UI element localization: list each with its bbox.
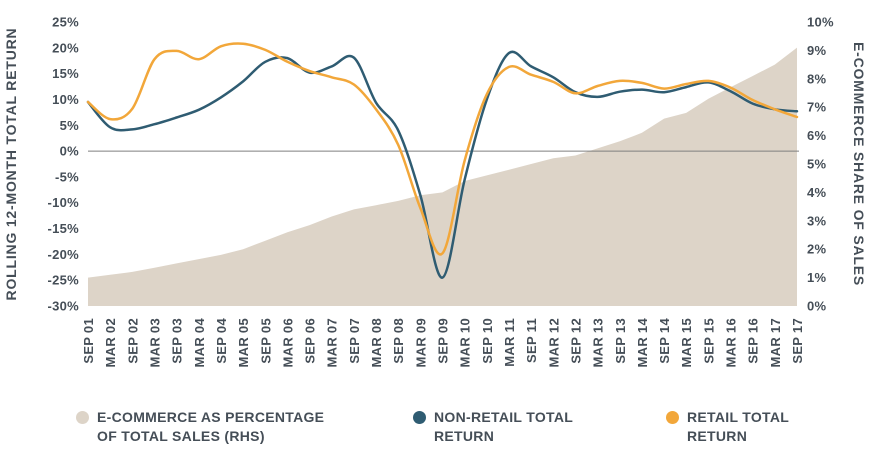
x-axis-tick-label: SEP 02: [125, 318, 140, 364]
legend-label-line: RETAIL TOTAL: [687, 409, 790, 425]
right-axis-tick-label: 9%: [807, 43, 827, 58]
x-axis-tick-label: SEP 14: [657, 318, 672, 364]
left-axis-tick-label: -15%: [47, 221, 79, 236]
x-axis-tick-labels: SEP 01 MAR 02 SEP 02 MAR 03 SEP 03 MAR 04 SEP …: [81, 318, 805, 368]
x-axis-tick-label: MAR 11: [502, 318, 517, 367]
left-axis-tick-label: 5%: [60, 118, 80, 133]
right-axis-tick-label: 5%: [807, 157, 827, 172]
x-axis-tick-label: MAR 04: [192, 318, 207, 368]
right-axis-tick-label: 3%: [807, 213, 827, 228]
area-series-group: [88, 47, 797, 306]
legend-item-non-retail: NON-RETAIL TOTAL RETURN: [413, 408, 573, 446]
left-axis-tick-label: 10%: [52, 92, 79, 107]
right-axis-tick-label: 4%: [807, 185, 827, 200]
x-axis-tick-label: SEP 01: [81, 318, 96, 364]
x-axis-tick-label: MAR 07: [325, 318, 340, 367]
x-axis-tick-label: MAR 12: [546, 318, 561, 367]
right-axis-tick-label: 8%: [807, 71, 827, 86]
ecommerce-share-area: [88, 47, 797, 306]
x-axis-tick-label: MAR 17: [768, 318, 783, 367]
legend-label-line: RETURN: [687, 428, 748, 444]
x-axis-tick-label: MAR 02: [103, 318, 118, 367]
left-axis-tick-label: 0%: [60, 144, 80, 159]
right-axis-tick-label: 2%: [807, 242, 827, 257]
right-axis-tick-label: 0%: [807, 299, 827, 314]
x-axis-tick-label: SEP 17: [790, 318, 805, 364]
retail-line: [86, 42, 799, 256]
left-axis-tick-labels: 25% 20% 15% 10% 5% 0% -5% -10% -15% -20% -25% -30%: [47, 15, 80, 314]
left-axis-tick-label: -30%: [47, 299, 79, 314]
right-axis-tick-label: 10%: [807, 15, 834, 30]
right-axis-tick-label: 7%: [807, 100, 827, 115]
legend-swatch-ecommerce-share-icon: [76, 411, 89, 424]
left-axis-title: ROLLING 12-MONTH TOTAL RETURN: [3, 28, 19, 301]
x-axis-tick-label: MAR 15: [679, 318, 694, 367]
left-axis-tick-label: -25%: [47, 273, 79, 288]
left-axis-tick-label: -5%: [55, 169, 79, 184]
left-axis-tick-label: 20%: [52, 40, 79, 55]
legend-item-retail: RETAIL TOTAL RETURN: [666, 408, 789, 446]
x-axis-tick-label: MAR 13: [591, 318, 606, 367]
x-axis-tick-label: SEP 11: [524, 318, 539, 363]
legend-label-line: OF TOTAL SALES (RHS): [97, 428, 265, 444]
left-axis-tick-label: -20%: [47, 247, 79, 262]
legend-label-line: NON-RETAIL TOTAL: [434, 409, 574, 425]
x-axis-tick-label: SEP 05: [258, 318, 273, 364]
left-axis-tick-label: 25%: [52, 15, 79, 30]
x-axis-tick-label: SEP 09: [436, 318, 451, 364]
x-axis-tick-label: MAR 06: [280, 318, 295, 367]
x-axis-tick-label: MAR 10: [458, 318, 473, 367]
x-axis-tick-label: MAR 14: [635, 318, 650, 368]
x-axis-tick-label: SEP 08: [391, 318, 406, 364]
legend-label-line: RETURN: [434, 428, 495, 444]
legend-label-line: E-COMMERCE AS PERCENTAGE: [97, 409, 325, 425]
chart-canvas: ROLLING 12-MONTH TOTAL RETURN E-COMMERCE…: [3, 15, 867, 368]
chart-legend: E-COMMERCE AS PERCENTAGE OF TOTAL SALES (…: [0, 408, 870, 460]
left-axis-tick-label: 15%: [52, 66, 79, 81]
right-axis-title: E-COMMERCE SHARE OF SALES: [851, 42, 867, 286]
legend-swatch-retail-icon: [666, 411, 679, 424]
x-axis-tick-label: SEP 04: [214, 318, 229, 364]
line-series-group: [86, 42, 799, 279]
legend-swatch-non-retail-icon: [413, 411, 426, 424]
x-axis-tick-label: MAR 16: [724, 318, 739, 367]
non-retail-line: [86, 50, 799, 279]
right-axis-tick-label: 6%: [807, 128, 827, 143]
x-axis-tick-label: SEP 15: [701, 318, 716, 364]
legend-label-retail: RETAIL TOTAL RETURN: [687, 408, 789, 446]
x-axis-tick-label: SEP 16: [746, 318, 761, 364]
x-axis-tick-label: SEP 13: [613, 318, 628, 364]
legend-label-non-retail: NON-RETAIL TOTAL RETURN: [434, 408, 573, 446]
x-axis-tick-label: MAR 05: [236, 318, 251, 367]
right-axis-tick-label: 1%: [807, 270, 827, 285]
x-axis-tick-label: SEP 06: [303, 318, 318, 364]
x-axis-tick-label: MAR 03: [148, 318, 163, 367]
x-axis-tick-label: SEP 10: [480, 318, 495, 364]
legend-item-ecommerce-share: E-COMMERCE AS PERCENTAGE OF TOTAL SALES (…: [76, 408, 324, 446]
legend-label-ecommerce-share: E-COMMERCE AS PERCENTAGE OF TOTAL SALES (…: [97, 408, 324, 446]
x-axis-tick-label: SEP 07: [347, 318, 362, 364]
x-axis-tick-label: SEP 03: [170, 318, 185, 364]
x-axis-tick-label: MAR 08: [369, 318, 384, 367]
right-axis-tick-labels: 10% 9% 8% 7% 6% 5% 4% 3% 2% 1% 0%: [807, 15, 834, 314]
x-axis-tick-label: MAR 09: [413, 318, 428, 367]
left-axis-tick-label: -10%: [47, 195, 79, 210]
x-axis-tick-label: SEP 12: [568, 318, 583, 364]
